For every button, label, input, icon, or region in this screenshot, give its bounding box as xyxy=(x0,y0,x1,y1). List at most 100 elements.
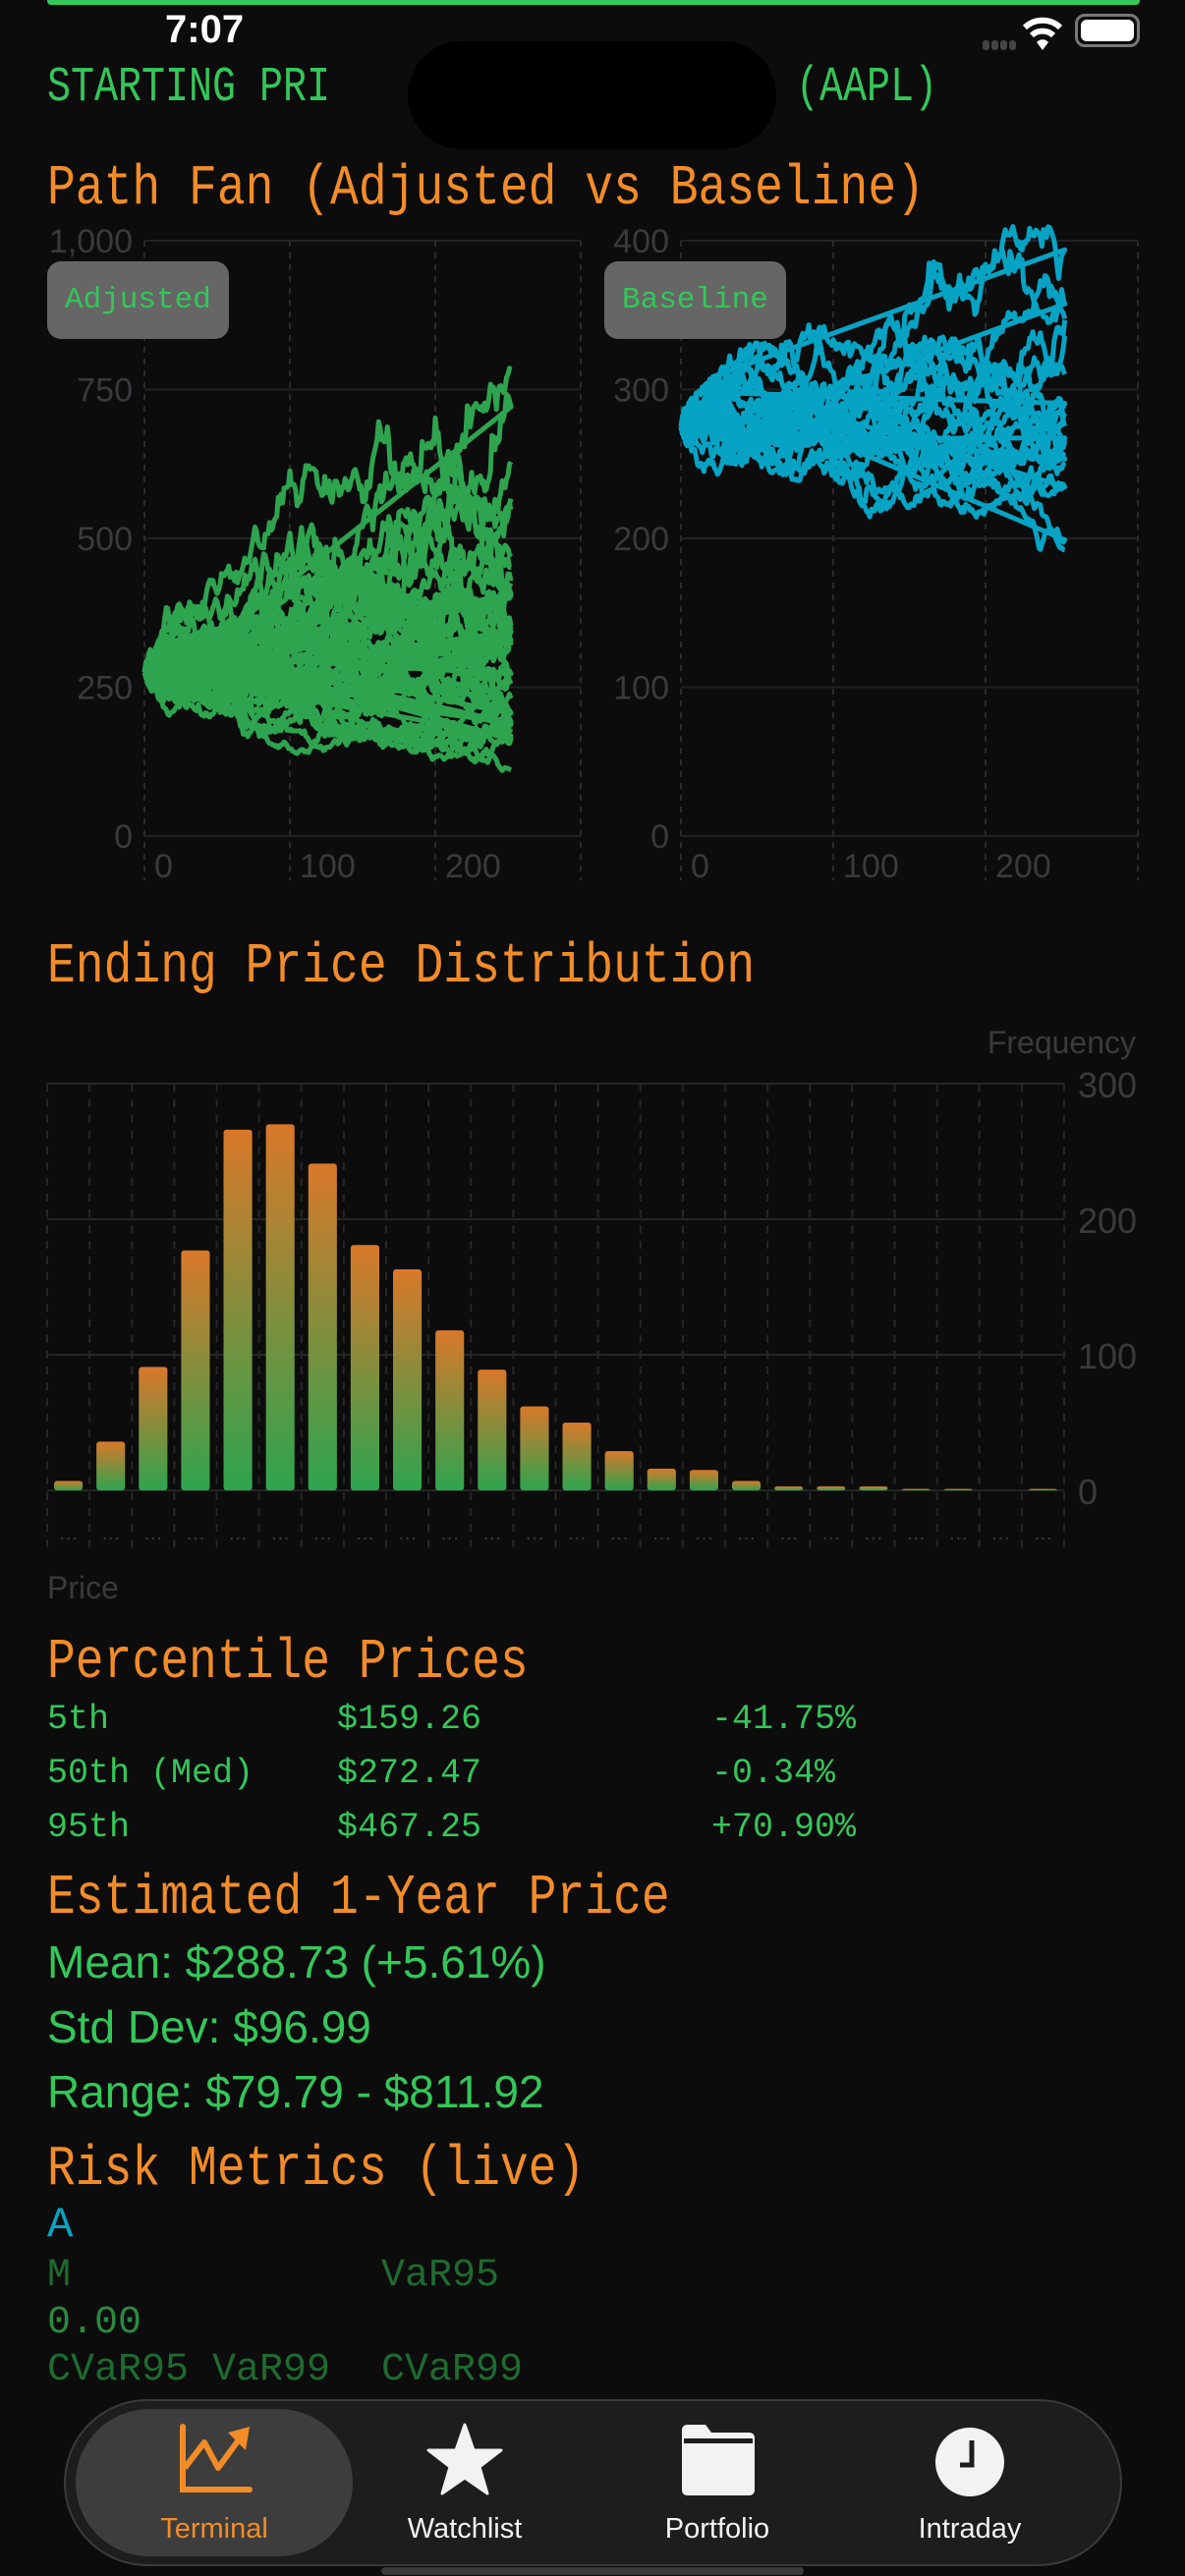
x-tick-label: … xyxy=(59,1523,79,1544)
percentile-title: Percentile Prices xyxy=(47,1631,529,1695)
cellular-signal-icon xyxy=(983,37,1018,55)
clock-icon xyxy=(935,2428,1004,2496)
x-tick-label: 200 xyxy=(445,848,501,885)
histogram-bar xyxy=(520,1406,549,1490)
histogram-bar xyxy=(604,1450,634,1490)
simulated-path-line xyxy=(679,387,1067,469)
y-tick-label: 100 xyxy=(1078,1336,1137,1376)
x-tick-label: … xyxy=(651,1523,671,1544)
star-icon xyxy=(426,2423,503,2495)
simulated-path-line xyxy=(141,647,514,749)
tab-intraday[interactable]: Intraday xyxy=(847,2415,1093,2556)
tab-selected-indicator xyxy=(76,2409,353,2556)
x-tick-label: … xyxy=(906,1523,926,1544)
percentile-label: 5th xyxy=(47,1700,110,1739)
x-tick-label: … xyxy=(779,1523,799,1544)
histogram-bar xyxy=(774,1485,804,1490)
risk-partial-value: 0.00 xyxy=(47,2301,142,2345)
x-tick-label: 100 xyxy=(843,848,899,885)
y-tick-label: 0 xyxy=(1078,1472,1098,1512)
x-tick-label: … xyxy=(948,1523,968,1544)
adjusted-path-chart: 0 250 500 750 1,000 0 100 200 xyxy=(49,223,582,885)
x-tick-label: 0 xyxy=(154,848,173,885)
tab-watchlist-label: Watchlist xyxy=(407,2513,523,2545)
x-tick-label: … xyxy=(228,1523,248,1544)
histogram-bar xyxy=(859,1485,888,1490)
simulated-path-line xyxy=(678,224,1068,427)
x-tick-label: … xyxy=(482,1523,502,1544)
simulated-path-line xyxy=(678,371,1068,451)
baseline-path-chart: 0 100 200 300 400 0 100 200 xyxy=(613,223,1139,885)
wifi-icon xyxy=(1022,17,1063,50)
y-tick-label: 200 xyxy=(1078,1201,1137,1241)
x-tick-label: … xyxy=(609,1523,629,1544)
percentile-label: 95th xyxy=(47,1808,131,1847)
y-tick-label: 100 xyxy=(613,670,669,707)
simulated-path-line xyxy=(142,522,512,675)
dynamic-island xyxy=(408,41,776,149)
histogram-bar xyxy=(223,1129,253,1490)
x-tick-label: 200 xyxy=(995,848,1051,885)
histogram-bar xyxy=(1028,1488,1057,1490)
x-tick-label: … xyxy=(864,1523,883,1544)
histogram-bar xyxy=(943,1488,973,1490)
y-tick-label: 400 xyxy=(613,223,669,260)
top-progress-bar xyxy=(47,0,1140,5)
simulated-path-line xyxy=(142,635,512,718)
simulated-path-line xyxy=(678,370,1068,467)
ticker-symbol: (AAPL) xyxy=(796,61,938,117)
histogram-bar xyxy=(901,1488,931,1490)
x-axis-label: Price xyxy=(47,1570,119,1605)
x-tick-label: … xyxy=(525,1523,544,1544)
tab-portfolio[interactable]: Portfolio xyxy=(594,2415,840,2556)
y-tick-label: 1,000 xyxy=(49,223,133,260)
percentile-change: -0.34% xyxy=(711,1754,836,1793)
risk-var95-label: VaR95 xyxy=(381,2254,500,2298)
histogram-bar xyxy=(181,1250,210,1490)
x-tick-label: … xyxy=(312,1523,332,1544)
folder-icon xyxy=(682,2425,755,2495)
y-tick-label: 0 xyxy=(650,818,669,856)
histogram-bar xyxy=(817,1485,846,1490)
risk-labels-left: CVaR95 VaR99 xyxy=(47,2348,331,2392)
ticker-header: STARTING PRI (AAPL) xyxy=(47,61,937,116)
y-tick-label: 500 xyxy=(77,521,133,558)
simulated-path-line xyxy=(679,322,1067,438)
y-tick-label: 0 xyxy=(114,818,133,856)
distribution-title: Ending Price Distribution xyxy=(47,935,756,999)
percentile-change: -41.75% xyxy=(711,1700,857,1739)
risk-partial-label: M xyxy=(47,2254,72,2298)
home-indicator[interactable] xyxy=(381,2567,804,2575)
x-tick-label: … xyxy=(737,1523,757,1544)
histogram-bar xyxy=(478,1370,507,1490)
x-tick-label: … xyxy=(821,1523,841,1544)
estimate-std-dev: Std Dev: $96.99 xyxy=(47,2001,371,2052)
histogram-bar xyxy=(54,1481,84,1490)
ticker-header-left: STARTING PRI xyxy=(47,61,331,117)
simulated-path-line xyxy=(143,532,513,689)
x-tick-label: … xyxy=(694,1523,713,1544)
histogram-bar xyxy=(350,1245,379,1490)
histogram-bar xyxy=(732,1481,762,1490)
tab-watchlist[interactable]: Watchlist xyxy=(342,2415,588,2556)
percentile-price: $467.25 xyxy=(337,1808,482,1847)
histogram-bar xyxy=(96,1441,126,1490)
chart-line-uptrend-icon xyxy=(180,2424,253,2492)
x-tick-label: … xyxy=(186,1523,205,1544)
simulated-path-line xyxy=(142,561,514,677)
x-tick-label: … xyxy=(440,1523,460,1544)
ending-price-histogram: 0 100 200 300 … … … … … … … … … … … … … … … … … … … … … … … … Freque… xyxy=(46,1025,1137,1605)
histogram-bar xyxy=(308,1163,337,1490)
x-tick-label: … xyxy=(398,1523,418,1544)
x-tick-label: … xyxy=(143,1523,163,1544)
percentile-change: +70.90% xyxy=(711,1808,857,1847)
x-tick-label: … xyxy=(101,1523,121,1544)
percentile-price: $159.26 xyxy=(337,1700,482,1739)
histogram-bar xyxy=(689,1470,718,1490)
tab-terminal-label: Terminal xyxy=(160,2513,268,2545)
tab-terminal[interactable]: Terminal xyxy=(91,2415,337,2556)
x-tick-label: … xyxy=(567,1523,587,1544)
y-tick-label: 300 xyxy=(613,372,669,410)
x-tick-label: … xyxy=(355,1523,374,1544)
estimate-range: Range: $79.79 - $811.92 xyxy=(47,2066,544,2117)
